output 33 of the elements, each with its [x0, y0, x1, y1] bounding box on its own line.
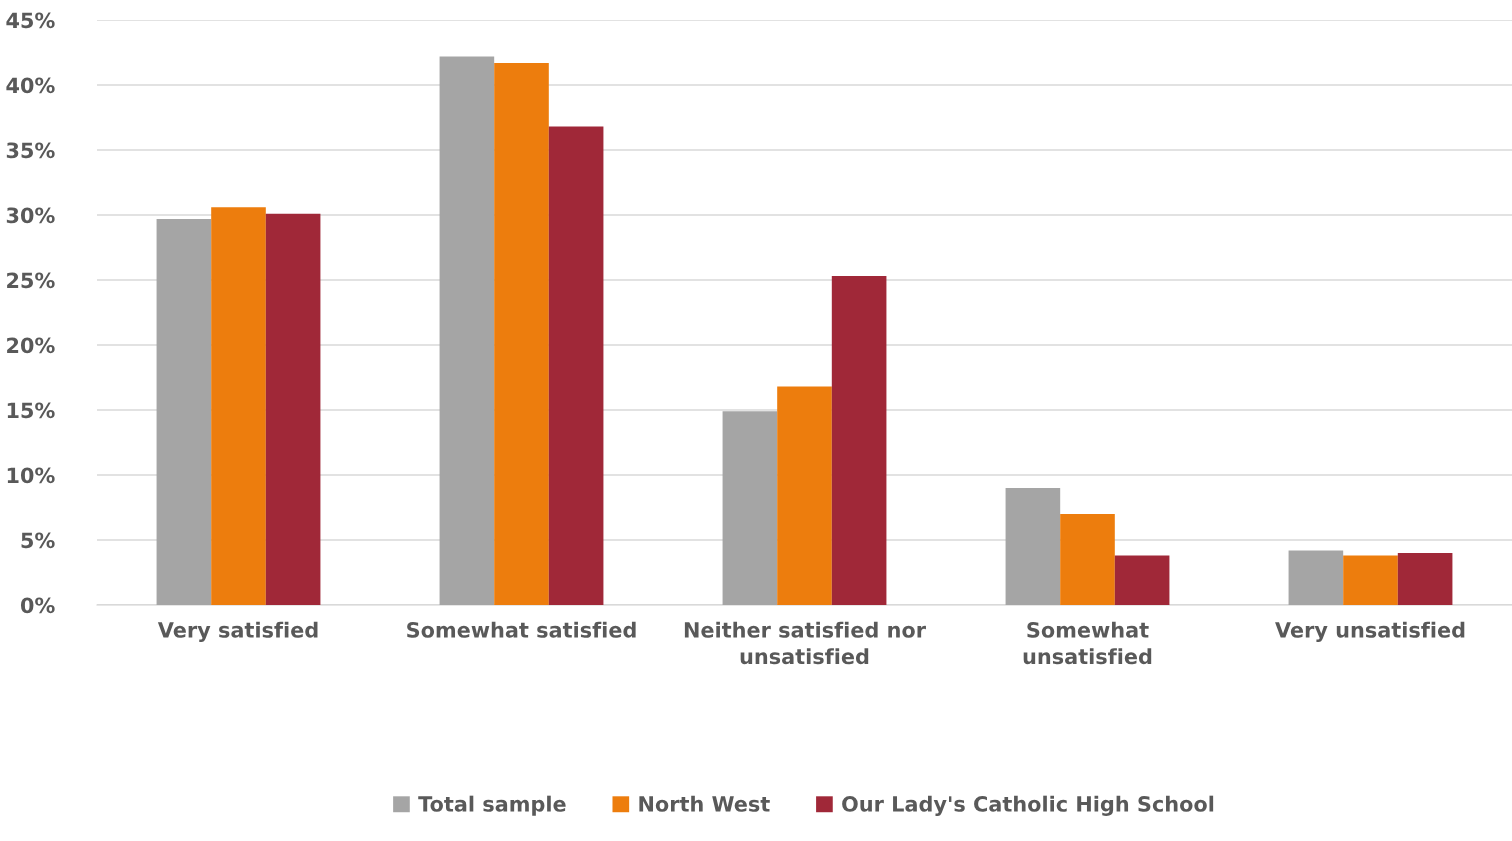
bar [831, 276, 887, 605]
y-tick-label: 30% [6, 207, 55, 224]
bar [1114, 555, 1170, 605]
y-tick-label: 0% [20, 597, 55, 614]
y-tick-label: 45% [6, 12, 55, 29]
bar [1288, 550, 1344, 605]
y-tick-label: 15% [7, 402, 55, 419]
bar [777, 386, 832, 605]
x-tick-label: Neither satisfied nor unsatisfied [684, 621, 926, 665]
bar [548, 126, 604, 605]
bar [494, 62, 549, 605]
legend-label: Our Lady's Catholic High School [842, 795, 1214, 816]
bar [1397, 553, 1453, 605]
y-tick-label: 5% [21, 532, 55, 549]
legend-label: Total sample [418, 795, 566, 816]
bar [156, 218, 212, 605]
y-tick-label: 20% [7, 337, 55, 354]
x-tick-label: Somewhat satisfied [407, 621, 636, 638]
legend-label: North West [639, 795, 770, 812]
bar [1005, 488, 1061, 605]
y-tick-label: 40% [6, 77, 55, 94]
bar [211, 207, 266, 605]
x-tick-label: Somewhat unsatisfied [1023, 621, 1152, 665]
y-tick-label: 25% [7, 272, 55, 289]
bar [722, 411, 778, 605]
bar [265, 213, 321, 605]
x-tick-label: Very satisfied [157, 621, 318, 642]
x-tick-label: Very unsatisfied [1275, 621, 1465, 642]
y-tick-label: 35% [6, 142, 55, 159]
bar [1060, 514, 1115, 605]
bar [439, 56, 495, 605]
y-tick-label: 10% [7, 467, 55, 484]
bar [1343, 555, 1398, 605]
